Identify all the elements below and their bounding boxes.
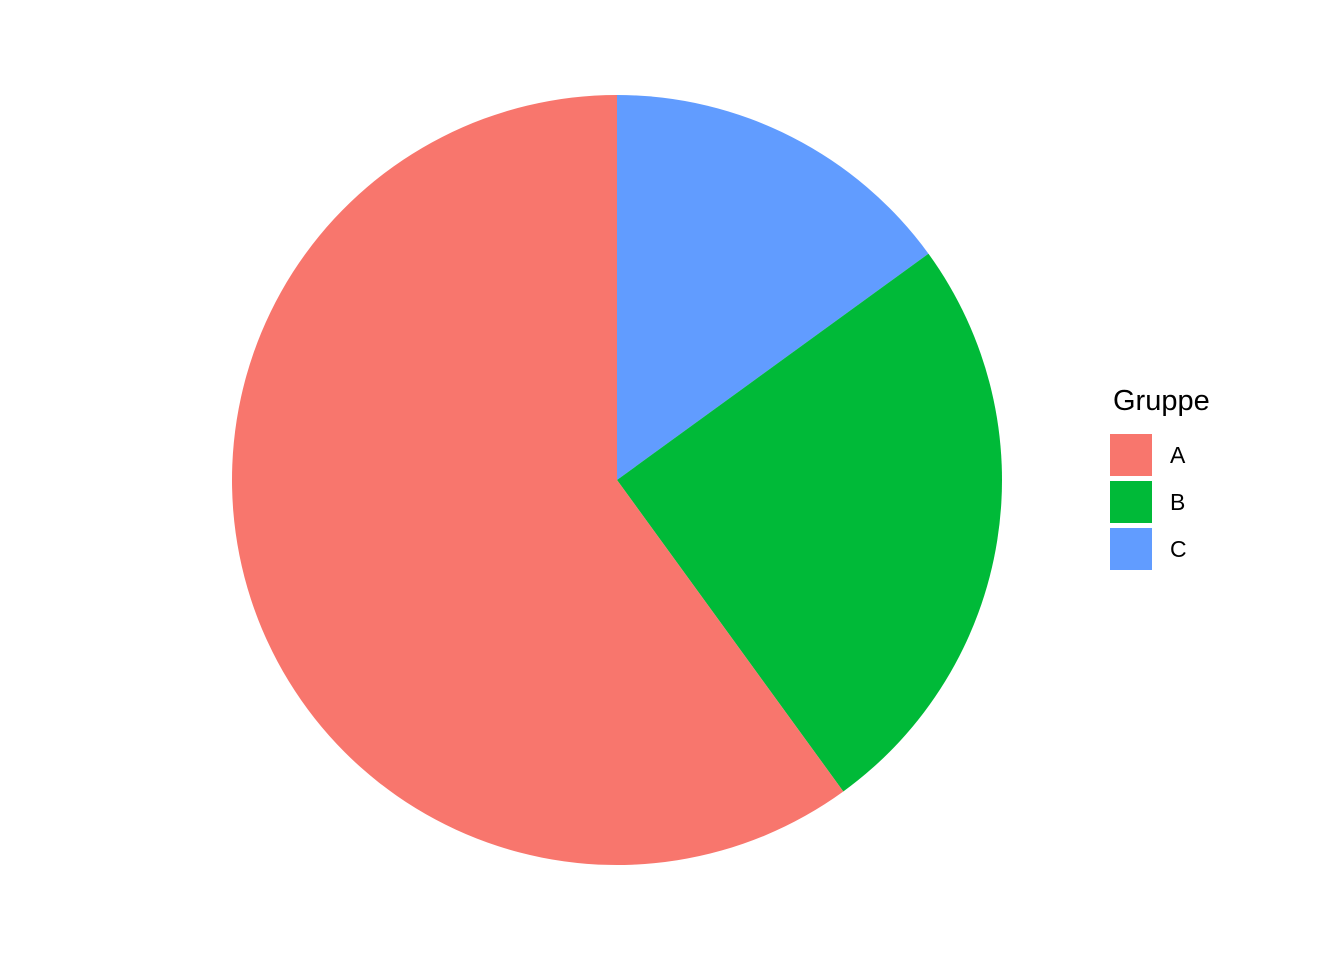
- legend-label-b: B: [1170, 488, 1186, 515]
- legend-swatch-c: [1110, 528, 1152, 570]
- legend-title: Gruppe: [1113, 385, 1210, 417]
- legend-item-c: C: [1110, 528, 1210, 570]
- legend-label-c: C: [1170, 535, 1187, 562]
- legend-swatch-b: [1110, 481, 1152, 523]
- legend-item-b: B: [1110, 481, 1210, 523]
- legend-swatch-a: [1110, 434, 1152, 476]
- legend-label-a: A: [1170, 441, 1186, 468]
- legend: Gruppe A B C: [1110, 387, 1210, 575]
- legend-item-a: A: [1110, 434, 1210, 476]
- pie-slice-b: [617, 253, 1003, 792]
- pie-slice-a: [232, 95, 844, 865]
- pie-slice-c: [617, 95, 929, 480]
